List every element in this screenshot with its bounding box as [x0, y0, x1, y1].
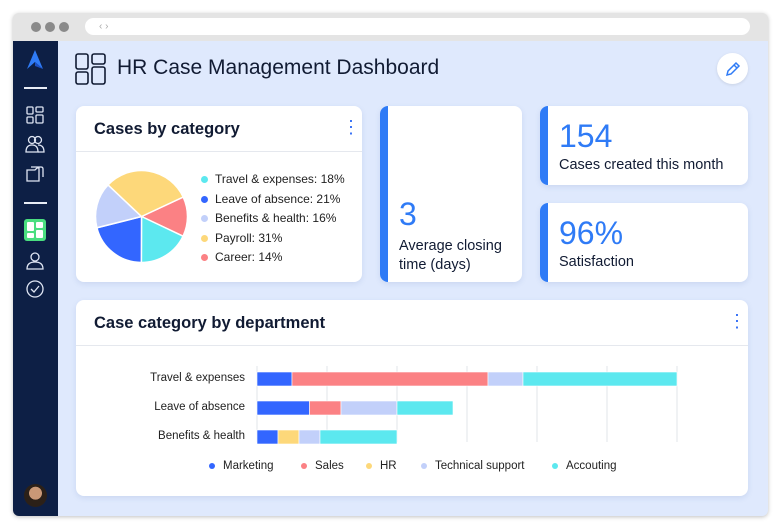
avatar[interactable]	[24, 484, 47, 507]
category-label: Travel & expenses	[150, 372, 245, 384]
divider	[24, 87, 47, 89]
legend-item: Payroll: 31%	[201, 231, 282, 245]
page-title: HR Case Management Dashboard	[117, 56, 440, 79]
bar-segment	[396, 400, 454, 416]
legend-item: Benefits & health: 16%	[201, 211, 336, 225]
legend-item: Sales	[301, 460, 344, 472]
user-icon[interactable]	[25, 251, 45, 271]
stacked-bar-chart	[256, 366, 678, 445]
pie-slice	[95, 215, 143, 264]
folders-icon[interactable]	[25, 163, 45, 183]
stat-label: Average closing time (days)	[399, 238, 502, 273]
stat-label: Satisfaction	[559, 254, 634, 270]
check-circle-icon[interactable]	[25, 279, 45, 299]
stat-label: Cases created this month	[559, 157, 724, 173]
stat-value: 96%	[559, 215, 624, 251]
divider	[24, 202, 47, 204]
legend-item: HR	[366, 460, 397, 472]
divider	[76, 345, 748, 346]
users-icon[interactable]	[25, 134, 45, 154]
legend-item: Technical support	[421, 460, 525, 472]
bar-segment	[309, 400, 342, 416]
pie-slice	[94, 183, 144, 229]
pie-chart	[94, 169, 189, 264]
bar-segment	[256, 371, 293, 387]
browser-window: ‹ › HR Case Management Dashboard Cases b…	[13, 13, 768, 516]
window-dot[interactable]	[59, 22, 69, 32]
legend-item: Accouting	[552, 460, 617, 472]
title-bar: ‹ ›	[13, 13, 768, 41]
legend-item: Career: 14%	[201, 250, 282, 264]
divider	[76, 151, 362, 152]
card-title: Case category by department	[94, 314, 326, 332]
logo-icon	[25, 50, 45, 70]
dashboard-icon[interactable]	[25, 105, 45, 125]
closing-time-card: 3 Average closing time (days)	[380, 106, 522, 282]
satisfaction-card: 96% Satisfaction	[540, 203, 748, 282]
edit-button[interactable]	[717, 53, 748, 84]
bar-segment	[256, 429, 279, 445]
bar-segment	[522, 371, 678, 387]
bar-segment	[256, 400, 310, 416]
bar-segment	[277, 429, 300, 445]
cases-by-category-card: Cases by category ⋮ Travel & expenses: 1…	[76, 106, 362, 282]
dashboard-icon	[75, 53, 106, 85]
more-options-icon[interactable]: ⋮	[342, 117, 360, 137]
bar-segment	[291, 371, 489, 387]
window-dot[interactable]	[31, 22, 41, 32]
cases-created-card: 154 Cases created this month	[540, 106, 748, 185]
stat-value: 3	[399, 196, 417, 232]
department-chart-card: Case category by department ⋮ Travel & e…	[76, 300, 748, 496]
window-dot[interactable]	[45, 22, 55, 32]
bar-segment	[340, 400, 398, 416]
pencil-icon	[725, 61, 740, 76]
legend-item: Travel & expenses: 18%	[201, 172, 345, 186]
legend-item: Leave of absence: 21%	[201, 192, 340, 206]
sidebar	[13, 41, 58, 516]
pie-slice	[107, 169, 185, 218]
bar-segment	[487, 371, 524, 387]
bar-segment	[319, 429, 398, 445]
category-label: Benefits & health	[158, 430, 245, 442]
main-content: HR Case Management Dashboard Cases by ca…	[58, 41, 768, 516]
active-dashboard-icon[interactable]	[24, 219, 46, 241]
bar-segment	[298, 429, 321, 445]
stat-value: 154	[559, 118, 613, 154]
legend-item: Marketing	[209, 460, 274, 472]
category-label: Leave of absence	[154, 401, 245, 413]
pie-slice	[140, 215, 185, 264]
address-bar[interactable]: ‹ ›	[85, 18, 750, 35]
card-title: Cases by category	[94, 120, 240, 138]
